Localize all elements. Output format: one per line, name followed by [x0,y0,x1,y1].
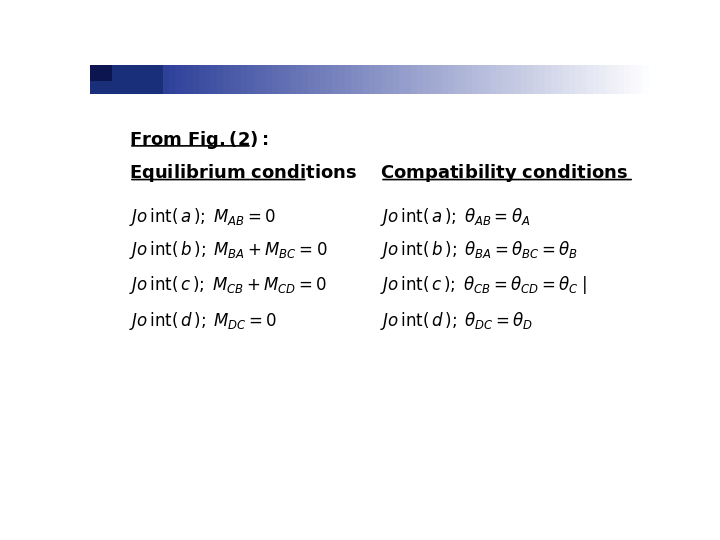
Bar [521,65,528,94]
Bar [618,65,625,94]
Text: $\mathbf{From\ Fig.(2):}$: $\mathbf{From\ Fig.(2):}$ [129,129,269,151]
Bar [363,65,370,94]
Bar [642,65,649,94]
Bar [253,65,261,94]
Bar [345,65,352,94]
Bar [175,65,182,94]
Bar [296,65,303,94]
Bar [581,65,588,94]
Text: $\mathit{Jo}\,\mathrm{int}(\,a\,);\;M_{AB} = 0$: $\mathit{Jo}\,\mathrm{int}(\,a\,);\;M_{A… [129,206,276,227]
Bar [593,65,600,94]
Bar [496,65,503,94]
Bar [278,65,285,94]
Bar [205,65,212,94]
Bar [393,65,400,94]
Bar [454,65,461,94]
Bar [308,65,315,94]
Bar [399,65,406,94]
Bar [290,65,297,94]
Bar [472,65,480,94]
Bar [575,65,582,94]
Bar [533,65,540,94]
Bar [302,65,310,94]
Bar [333,65,340,94]
Bar [271,65,279,94]
Bar [186,65,194,94]
Bar [636,65,643,94]
Text: $\mathit{Jo}\,\mathrm{int}(\,b\,);\;M_{BA} + M_{BC} = 0$: $\mathit{Jo}\,\mathrm{int}(\,b\,);\;M_{B… [129,239,328,261]
Bar [351,65,358,94]
Bar [466,65,473,94]
Bar [229,65,236,94]
Bar [441,65,449,94]
Text: $\mathit{Jo}\,\mathrm{int}(\,d\,);\;M_{DC} = 0$: $\mathit{Jo}\,\mathrm{int}(\,d\,);\;M_{D… [129,309,277,332]
Bar [600,65,607,94]
Bar [557,65,564,94]
Bar [235,65,243,94]
Bar [375,65,382,94]
Bar [418,65,425,94]
Bar [448,65,455,94]
Bar [168,65,176,94]
Bar [248,65,255,94]
Bar [320,65,328,94]
Bar [381,65,388,94]
Bar [90,65,163,94]
Bar [490,65,498,94]
Bar [624,65,631,94]
Bar [284,65,291,94]
Bar [217,65,225,94]
Bar [515,65,522,94]
Bar [356,65,364,94]
Bar [90,65,112,82]
Bar [484,65,491,94]
Bar [326,65,333,94]
Text: $\mathit{Jo}\,\mathrm{int}(\,c\,);\;\theta_{CB} = \theta_{CD} = \theta_C\;|$: $\mathit{Jo}\,\mathrm{int}(\,c\,);\;\the… [380,274,588,296]
Bar [526,65,534,94]
Text: $\mathit{Jo}\,\mathrm{int}(\,a\,);\;\theta_{AB} = \theta_A$: $\mathit{Jo}\,\mathrm{int}(\,a\,);\;\the… [380,206,531,227]
Bar [569,65,576,94]
Bar [460,65,467,94]
Bar [338,65,346,94]
Bar [193,65,200,94]
Bar [508,65,516,94]
Text: $\mathit{Jo}\,\mathrm{int}(\,c\,);\;M_{CB} + M_{CD} = 0$: $\mathit{Jo}\,\mathrm{int}(\,c\,);\;M_{C… [129,274,328,296]
Bar [539,65,546,94]
Bar [630,65,637,94]
Bar [436,65,443,94]
Text: $\mathbf{Compatibility\ conditions}$: $\mathbf{Compatibility\ conditions}$ [380,162,629,184]
Bar [588,65,595,94]
Bar [430,65,437,94]
Bar [551,65,558,94]
Bar [369,65,376,94]
Bar [611,65,618,94]
Bar [181,65,188,94]
Bar [211,65,218,94]
Bar [266,65,273,94]
Bar [241,65,248,94]
Text: $\mathit{Jo}\,\mathrm{int}(\,b\,);\;\theta_{BA} = \theta_{BC} = \theta_B$: $\mathit{Jo}\,\mathrm{int}(\,b\,);\;\the… [380,239,578,261]
Bar [503,65,510,94]
Bar [606,65,613,94]
Bar [405,65,413,94]
Bar [411,65,418,94]
Text: $\mathbf{Equilibrium\ conditions}$: $\mathbf{Equilibrium\ conditions}$ [129,162,358,184]
Bar [478,65,485,94]
Text: $\mathit{Jo}\,\mathrm{int}(\,d\,);\;\theta_{DC} = \theta_D$: $\mathit{Jo}\,\mathrm{int}(\,d\,);\;\the… [380,309,534,332]
Bar [199,65,206,94]
Bar [387,65,395,94]
Bar [423,65,431,94]
Bar [163,65,170,94]
Bar [260,65,267,94]
Bar [223,65,230,94]
Bar [314,65,321,94]
Bar [563,65,570,94]
Bar [545,65,552,94]
